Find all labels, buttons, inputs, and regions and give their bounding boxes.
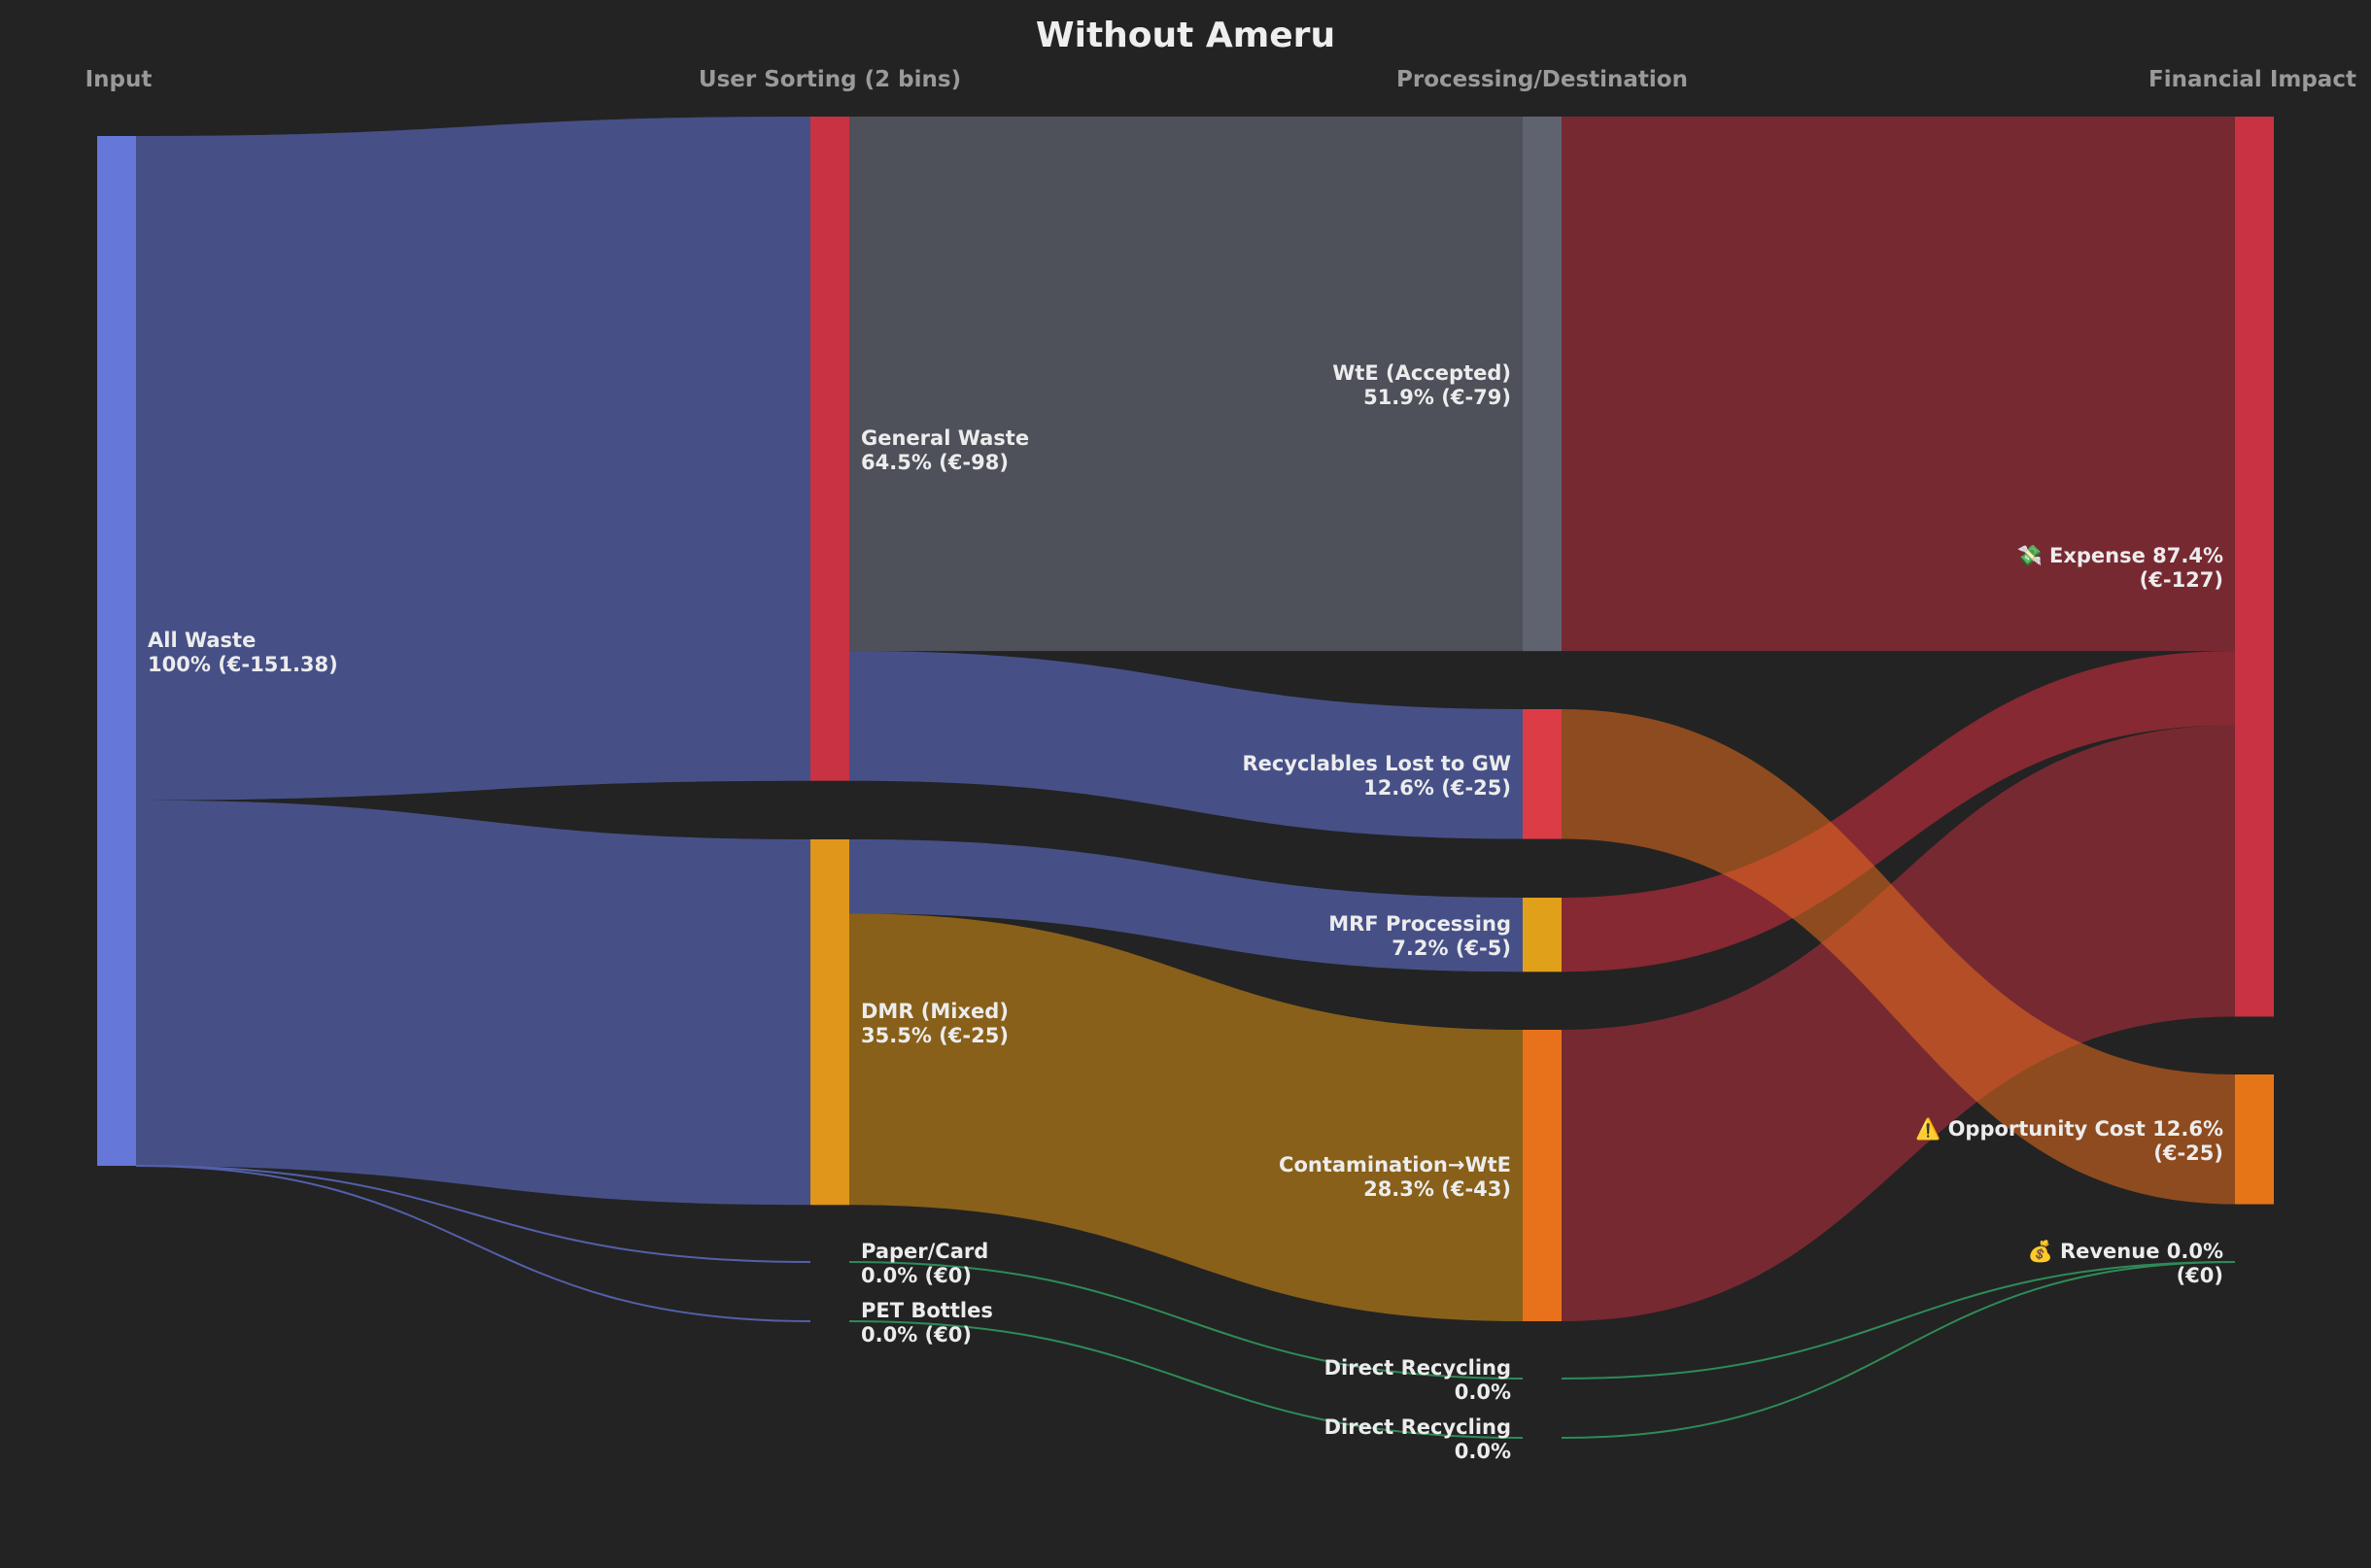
node-value: (€-127) [2140, 568, 2223, 592]
node-label-7: MRF Processing 7.2% (€-5) [1328, 912, 1511, 960]
node-label-0: All Waste 100% (€-151.38) [148, 629, 338, 676]
node-value: 35.5% (€-25) [861, 1024, 1009, 1047]
node-label-4: PET Bottles 0.0% (€0) [861, 1299, 993, 1346]
node-name: Recyclables Lost to GW [1243, 752, 1512, 775]
node-label-11: 💸 Expense 87.4% (€-127) [2017, 544, 2223, 592]
node-label-13: 💰 Revenue 0.0% (€0) [2028, 1239, 2224, 1287]
node-value: (€0) [2177, 1264, 2223, 1287]
link-1-to-5[interactable] [849, 117, 1523, 652]
node-name: ⚠️ Opportunity Cost 12.6% [1915, 1116, 2223, 1141]
labels-layer: All Waste 100% (€-151.38) General Waste 64.… [148, 361, 2223, 1463]
node-0[interactable] [97, 136, 136, 1166]
node-value: (€-25) [2153, 1142, 2223, 1165]
node-name: All Waste [148, 629, 256, 652]
column-header-financial-impact: Financial Impact [2148, 67, 2356, 92]
link-2-to-7[interactable] [849, 839, 1523, 972]
nodes-layer [97, 117, 2274, 1321]
node-label-10: Direct Recycling 0.0% [1324, 1415, 1511, 1463]
link-1-to-6[interactable] [849, 651, 1523, 839]
link-6-to-12[interactable] [1562, 709, 2235, 1205]
node-2[interactable] [810, 839, 849, 1206]
node-value: 0.0% [1455, 1440, 1511, 1463]
node-label-9: Direct Recycling 0.0% [1324, 1356, 1511, 1404]
node-7[interactable] [1523, 898, 1562, 972]
node-label-8: Contamination→WtE 28.3% (€-43) [1279, 1153, 1511, 1201]
link-2-to-8[interactable] [849, 913, 1523, 1321]
node-name: Direct Recycling [1324, 1415, 1511, 1439]
node-value: 64.5% (€-98) [861, 451, 1009, 474]
node-name: DMR (Mixed) [861, 1000, 1009, 1023]
node-name: WtE (Accepted) [1332, 361, 1511, 385]
node-label-12: ⚠️ Opportunity Cost 12.6% (€-25) [1915, 1116, 2223, 1165]
node-label-5: WtE (Accepted) 51.9% (€-79) [1332, 361, 1511, 409]
link-10-to-13[interactable] [1561, 1261, 2236, 1439]
node-label-1: General Waste 64.5% (€-98) [861, 426, 1029, 474]
node-name: General Waste [861, 426, 1029, 450]
node-5[interactable] [1523, 117, 1562, 652]
node-name: 💰 Revenue 0.0% [2028, 1239, 2224, 1264]
link-0-to-3[interactable] [135, 1165, 811, 1263]
node-name: MRF Processing [1328, 912, 1511, 936]
links-layer [135, 117, 2236, 1439]
node-name: Direct Recycling [1324, 1356, 1511, 1380]
node-1[interactable] [810, 117, 849, 781]
node-value: 100% (€-151.38) [148, 653, 338, 676]
link-4-to-10[interactable] [848, 1320, 1524, 1439]
node-name: Paper/Card [861, 1240, 988, 1263]
node-value: 28.3% (€-43) [1363, 1177, 1511, 1201]
node-value: 51.9% (€-79) [1363, 386, 1511, 409]
link-5-to-11[interactable] [1562, 117, 2235, 652]
chart-title: Without Ameru [1036, 16, 1335, 55]
node-name: 💸 Expense 87.4% [2017, 544, 2223, 567]
node-8[interactable] [1523, 1030, 1562, 1321]
link-9-to-13[interactable] [1561, 1261, 2236, 1380]
link-0-to-1[interactable] [136, 117, 810, 801]
node-name: PET Bottles [861, 1299, 993, 1322]
node-value: 0.0% [1455, 1381, 1511, 1404]
column-header-processing: Processing/Destination [1396, 67, 1688, 92]
column-header-user-sorting: User Sorting (2 bins) [699, 67, 961, 92]
node-6[interactable] [1523, 709, 1562, 839]
node-value: 7.2% (€-5) [1392, 937, 1511, 960]
node-11[interactable] [2235, 117, 2274, 1017]
column-header-input: Input [86, 67, 153, 92]
node-name: Contamination→WtE [1279, 1153, 1511, 1176]
node-value: 0.0% (€0) [861, 1264, 972, 1287]
link-3-to-9[interactable] [848, 1261, 1524, 1380]
node-label-2: DMR (Mixed) 35.5% (€-25) [861, 1000, 1009, 1047]
node-label-3: Paper/Card 0.0% (€0) [861, 1240, 988, 1287]
node-label-6: Recyclables Lost to GW 12.6% (€-25) [1243, 752, 1512, 800]
link-8-to-11[interactable] [1562, 725, 2235, 1321]
node-12[interactable] [2235, 1074, 2274, 1205]
link-0-to-2[interactable] [136, 800, 810, 1206]
link-7-to-11[interactable] [1562, 651, 2235, 972]
node-value: 12.6% (€-25) [1363, 776, 1511, 800]
node-value: 0.0% (€0) [861, 1323, 972, 1346]
link-0-to-4[interactable] [135, 1165, 811, 1322]
